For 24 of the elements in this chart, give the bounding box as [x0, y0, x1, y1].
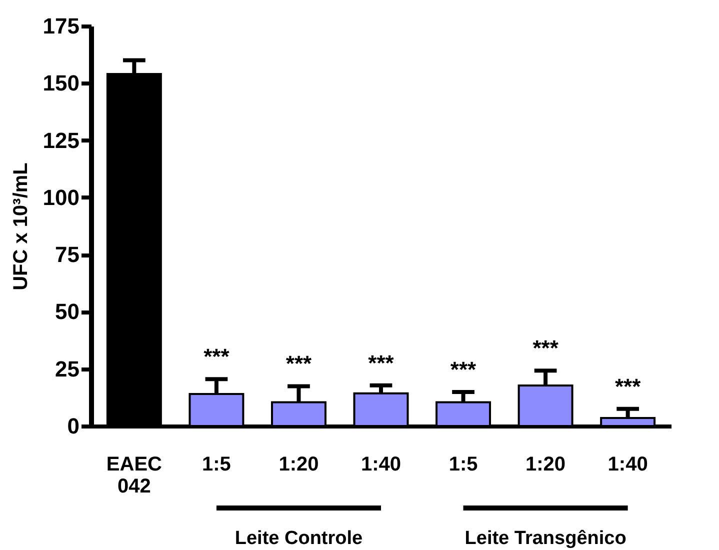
x-tick-label: 1:5: [202, 454, 231, 476]
x-tick-label: 1:20: [278, 454, 319, 476]
y-tick-label: 0: [67, 414, 80, 438]
text: Leite Controle: [234, 528, 363, 549]
data-label: ***: [614, 374, 642, 399]
y-tick-label: 175: [42, 14, 80, 38]
x-tick-label: EAEC 042: [106, 454, 162, 498]
x-tick-label: 1:40: [608, 454, 648, 476]
y-tick-label: 75: [55, 242, 80, 268]
x-tick-label: 1:5: [448, 454, 478, 476]
x-tick-label: 1:40: [360, 454, 402, 476]
data-label: ***: [204, 344, 230, 370]
x-tick-label: 1:20: [526, 454, 566, 476]
y-tick-label: 50: [55, 299, 80, 324]
y-tick-label: 125: [42, 128, 80, 153]
data-label: ***: [450, 356, 477, 382]
data-label: ***: [532, 336, 559, 361]
y-tick-label: 150: [42, 70, 80, 96]
y-tick-label: 25: [55, 356, 80, 382]
y-axis-title: UFC x 10³/mL: [10, 162, 32, 290]
data-label: ***: [368, 350, 394, 376]
text: Leite Transgênico: [464, 528, 626, 549]
data-label: ***: [286, 351, 312, 376]
y-tick-label: 100: [42, 184, 80, 210]
